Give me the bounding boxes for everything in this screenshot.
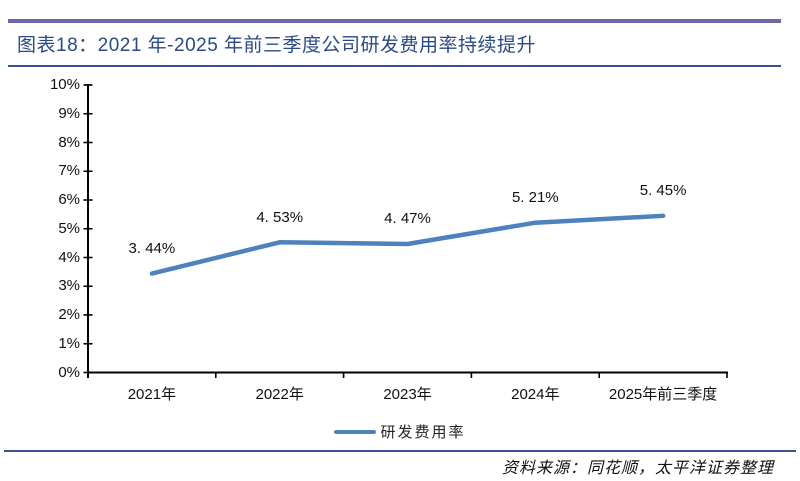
- y-tick-label: 2%: [58, 306, 80, 323]
- data-point-label: 5. 21%: [511, 189, 559, 207]
- top-accent-rule: [8, 19, 781, 23]
- legend-series-label: 研发费用率: [380, 424, 466, 441]
- data-point-label: 4. 53%: [256, 208, 304, 226]
- y-tick-label: 8%: [58, 133, 80, 151]
- series-line-rd-expense-ratio: [149, 213, 666, 276]
- title-divider-rule: [8, 65, 781, 67]
- data-point-label: 5. 45%: [639, 182, 687, 200]
- x-category-label: 2024年: [511, 386, 560, 403]
- data-point-label: 3. 44%: [128, 240, 176, 258]
- y-tick-label: 1%: [58, 334, 80, 352]
- y-tick-label: 9%: [58, 104, 80, 122]
- y-tick-label: 10%: [49, 76, 80, 93]
- y-tick-label: 4%: [58, 248, 80, 266]
- chart-title: 图表18：2021 年-2025 年前三季度公司研发费用率持续提升: [17, 35, 537, 56]
- source-attribution: 资料来源：同花顺，太平洋证券整理: [501, 460, 774, 477]
- y-tick-label: 0%: [58, 363, 80, 381]
- footer-divider-rule: [4, 450, 796, 452]
- y-tick-label: 5%: [58, 219, 80, 237]
- chart-legend: 研发费用率: [0, 421, 800, 442]
- x-category-label: 2025年前三季度: [608, 386, 718, 403]
- y-tick-label: 6%: [58, 191, 80, 208]
- x-category-label: 2023年: [383, 386, 432, 403]
- data-point-label: 4. 47%: [384, 210, 431, 228]
- y-tick-label: 3%: [58, 277, 80, 295]
- y-tick-label: 7%: [58, 162, 80, 180]
- x-category-label: 2021年: [127, 386, 177, 403]
- x-category-label: 2022年: [255, 386, 304, 403]
- legend-line-swatch: [334, 429, 377, 434]
